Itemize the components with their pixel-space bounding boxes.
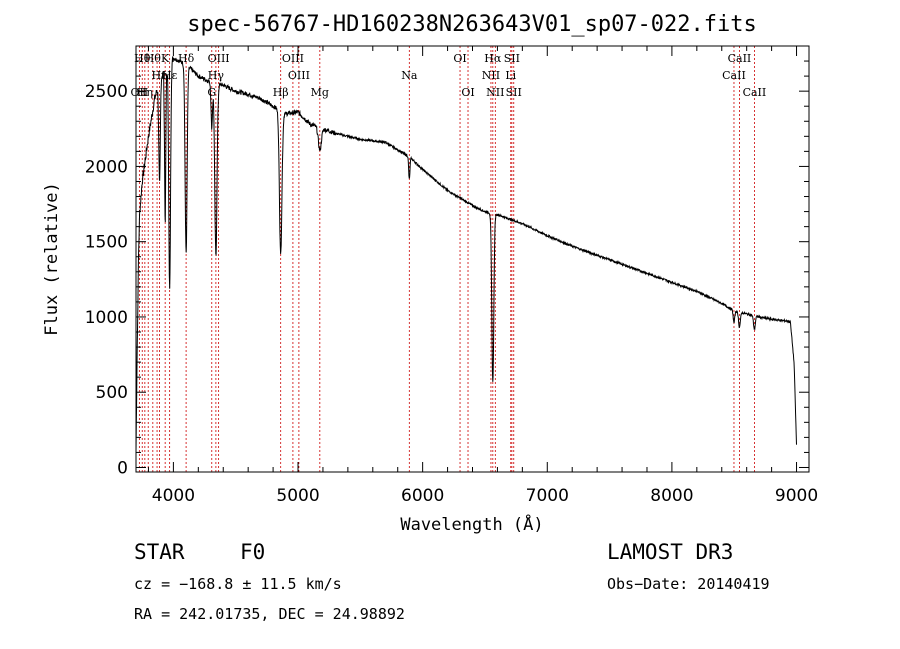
coordinates: RA = 242.01735, DEC = 24.98892	[134, 605, 405, 623]
line-marker-label: SII	[504, 52, 520, 65]
obs-date: Obs−Date: 20140419	[607, 575, 770, 593]
y-tick-label: 2500	[85, 82, 128, 102]
x-tick-label: 7000	[526, 486, 569, 506]
x-tick-label: 4000	[152, 486, 195, 506]
line-marker-label: OIII	[282, 52, 304, 65]
y-tick-label: 2000	[85, 157, 128, 177]
line-marker-label: CaII	[743, 86, 767, 99]
y-tick-label: 1500	[85, 233, 128, 253]
line-marker-label: SII	[506, 86, 522, 99]
plot-frame	[135, 45, 810, 473]
line-marker-label: Hθ	[134, 52, 151, 65]
x-axis-ticks: 4000 5000 6000 7000 8000 9000	[147, 46, 818, 506]
y-axis-ticks: 0 500 1000 1500 2000 2500	[85, 60, 809, 478]
redshift-cz: cz = −168.8 ± 11.5 km/s	[134, 575, 342, 593]
x-tick-label: 9000	[775, 486, 818, 506]
x-axis-label: Wavelength (Å)	[400, 513, 543, 535]
chart-title: spec-56767-HD160238N263643V01_sp07-022.f…	[187, 12, 757, 37]
x-tick-label: 6000	[401, 486, 444, 506]
line-marker-label: Hβ	[273, 86, 289, 99]
line-marker-labels: OIIHθHηHθHηKHεHδGHγOIIIHβOIIIOIIIMgNaOIO…	[131, 52, 767, 99]
line-marker-label: Na	[401, 69, 418, 82]
y-tick-label: 1000	[85, 308, 128, 328]
survey-name: LAMOST DR3	[607, 540, 733, 564]
line-marker-label: Li	[505, 69, 516, 82]
line-marker-label: Hθ	[145, 52, 162, 65]
line-marker-label: Hα	[484, 52, 502, 65]
x-tick-label: 5000	[276, 486, 319, 506]
object-type: STAR	[134, 540, 185, 564]
line-marker-label: OI	[461, 86, 474, 99]
line-marker-label: Mg	[311, 86, 329, 99]
line-marker-label: NII	[486, 86, 504, 99]
y-tick-label: 500	[96, 383, 128, 403]
line-marker-label: G	[207, 86, 216, 99]
line-marker-label: Hδ	[178, 52, 195, 65]
x-tick-label: 8000	[650, 486, 693, 506]
spectrum-line	[135, 56, 797, 453]
line-marker-label: Hε	[162, 69, 178, 82]
y-tick-label: 0	[117, 458, 128, 478]
line-marker-label: CaII	[722, 69, 746, 82]
line-marker-label: OIII	[208, 52, 230, 65]
spectral-subclass: F0	[240, 540, 265, 564]
line-marker-label: CaII	[728, 52, 752, 65]
line-marker-label: Hγ	[208, 69, 225, 82]
line-marker-label: OII	[131, 86, 149, 99]
line-marker-label: Hη	[137, 86, 153, 99]
y-axis-label: Flux (relative)	[42, 182, 62, 336]
line-marker-label: OI	[453, 52, 466, 65]
line-markers	[138, 46, 755, 472]
line-marker-label: K	[161, 52, 170, 65]
line-marker-label: NII	[482, 69, 500, 82]
line-marker-label: OIII	[288, 69, 310, 82]
